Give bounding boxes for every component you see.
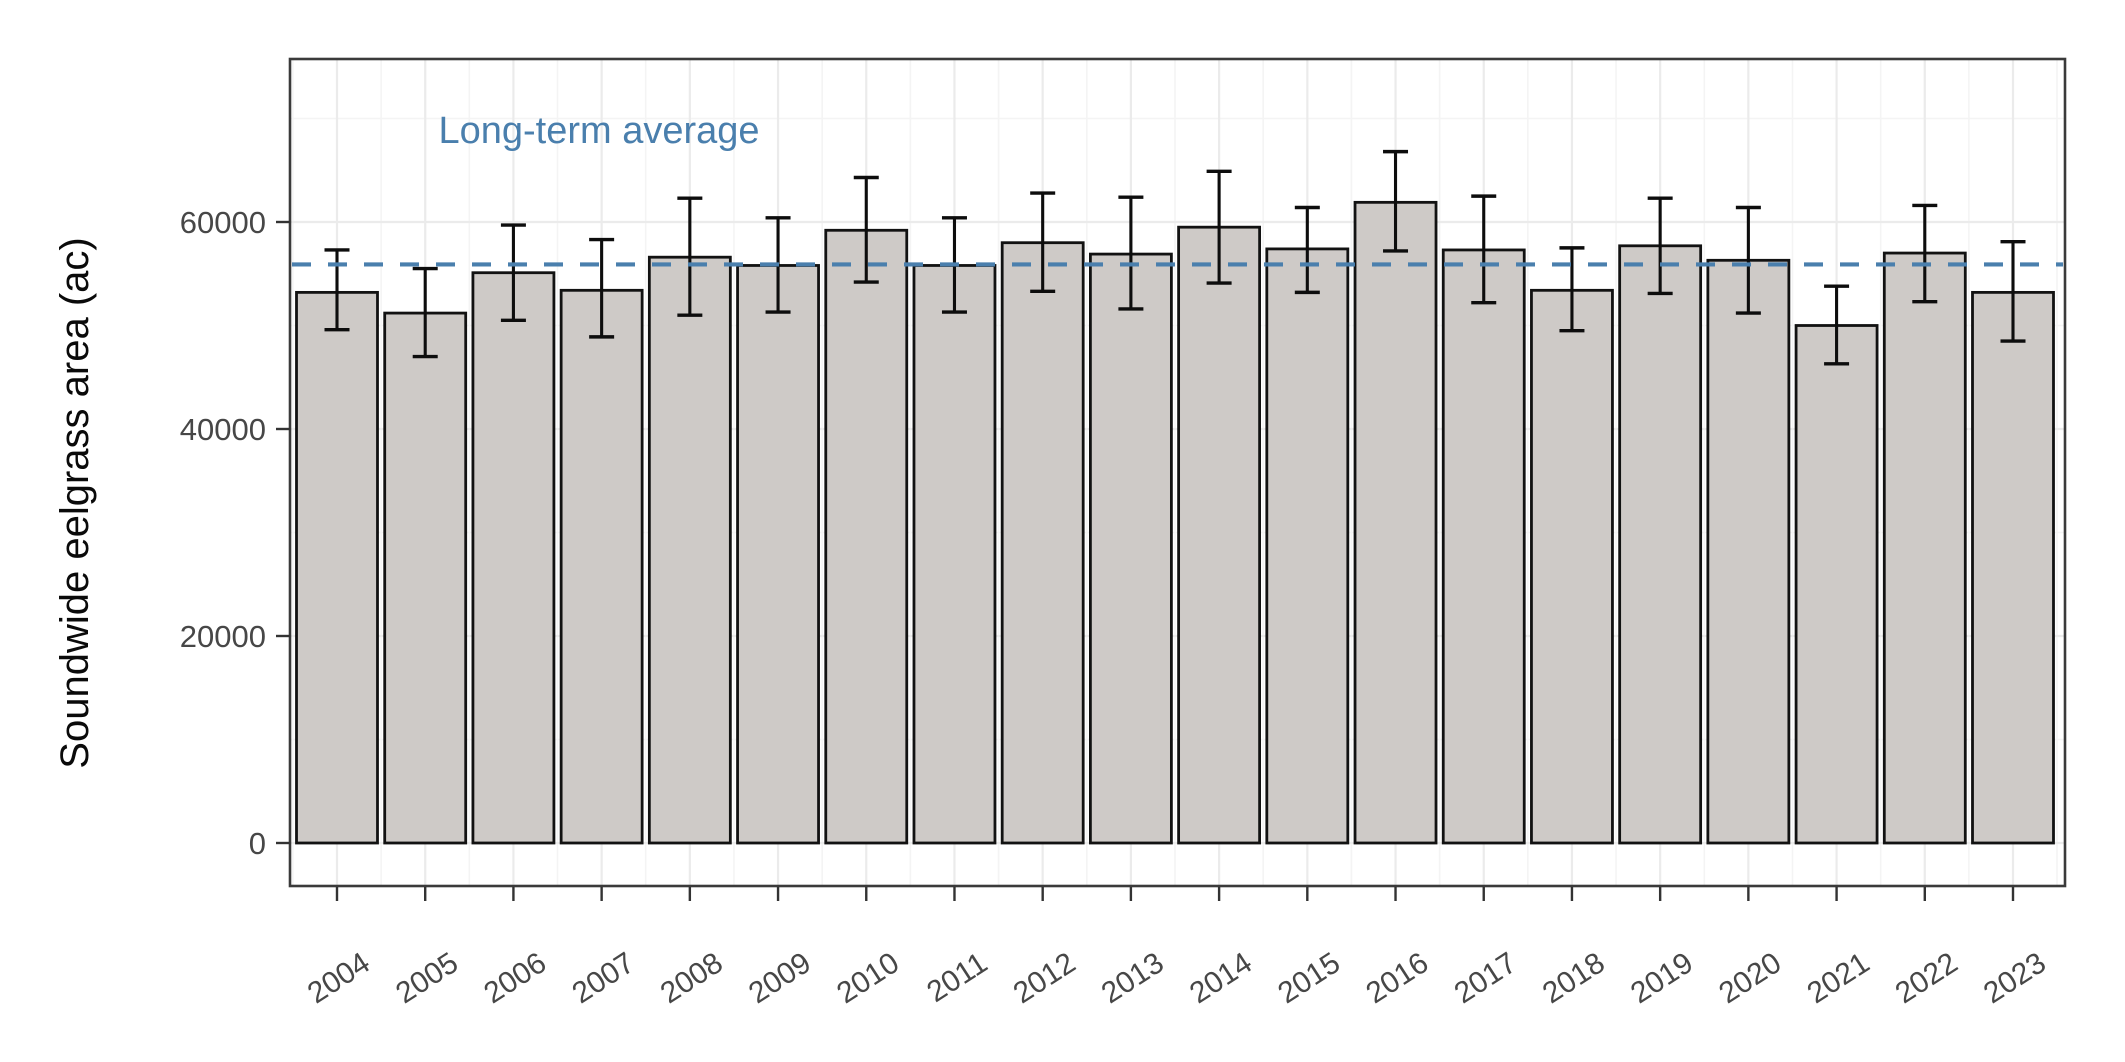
x-tick-label-2023: 2023 [1978, 946, 2052, 1010]
bar-2004 [295, 290, 379, 845]
y-tick-label: 0 [249, 826, 266, 861]
y-tick-label: 20000 [180, 619, 266, 654]
x-tick-label-2004: 2004 [302, 946, 376, 1010]
y-tick-label: 40000 [180, 412, 266, 447]
x-tick-label-2012: 2012 [1008, 946, 1082, 1010]
bar-2017 [1441, 248, 1526, 845]
bar-2014 [1177, 225, 1262, 845]
x-tick-label-2009: 2009 [743, 946, 817, 1010]
bar-2007 [559, 288, 644, 845]
bar-2019 [1618, 244, 1703, 845]
y-tick-label: 60000 [180, 205, 266, 240]
x-tick-label-2020: 2020 [1713, 946, 1787, 1010]
x-tick-label-2018: 2018 [1537, 946, 1611, 1010]
x-tick-label-2014: 2014 [1184, 946, 1258, 1010]
x-tick-label-2021: 2021 [1801, 946, 1875, 1010]
x-tick-label-2015: 2015 [1272, 946, 1346, 1010]
bar-2022 [1882, 251, 1967, 845]
panel-border [288, 57, 2067, 888]
x-tick-label-2019: 2019 [1625, 946, 1699, 1010]
x-tick-label-2007: 2007 [566, 946, 640, 1010]
bar-2005 [383, 311, 468, 845]
x-tick-label-2013: 2013 [1096, 946, 1170, 1010]
bar-2008 [647, 255, 732, 845]
bar-2006 [471, 271, 556, 845]
bar-2020 [1706, 258, 1791, 845]
x-tick-label-2017: 2017 [1449, 946, 1523, 1010]
bar-2015 [1265, 247, 1350, 845]
x-tick-label-2005: 2005 [390, 946, 464, 1010]
bar-2011 [912, 264, 997, 845]
bar-2010 [824, 228, 909, 845]
annotation-long-term-average: Long-term average [438, 110, 759, 152]
bar-2016 [1353, 200, 1438, 845]
bar-2013 [1088, 252, 1173, 845]
x-tick-label-2016: 2016 [1360, 946, 1434, 1010]
x-tick-label-2022: 2022 [1890, 946, 1964, 1010]
x-tick-label-2011: 2011 [921, 946, 993, 1009]
bar-2012 [1000, 241, 1085, 845]
x-tick-label-2008: 2008 [655, 946, 729, 1010]
bar-2023 [1971, 290, 2055, 845]
bar-2021 [1794, 324, 1879, 845]
x-tick-label-2006: 2006 [478, 946, 552, 1010]
x-tick-label-2010: 2010 [831, 946, 905, 1010]
bar-2018 [1530, 288, 1614, 845]
y-axis-title: Soundwide eelgrass area (ac) [53, 237, 97, 768]
bar-2009 [736, 264, 820, 845]
